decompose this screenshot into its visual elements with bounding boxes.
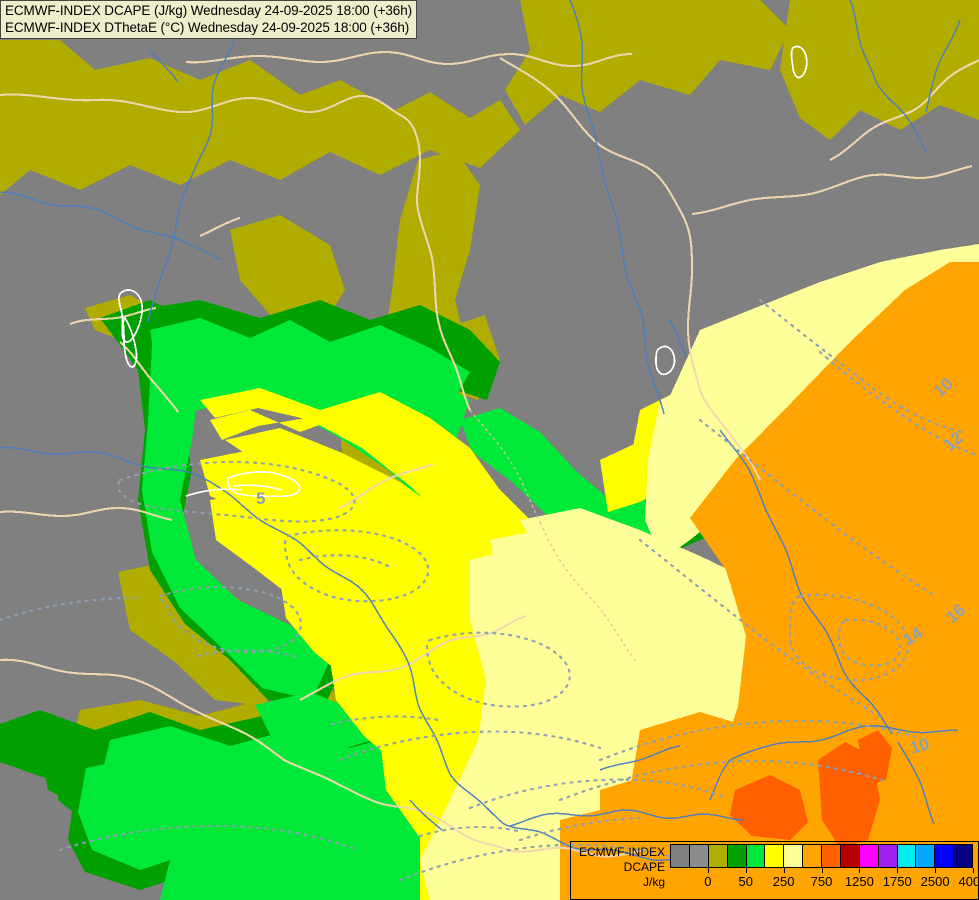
legend-label-50: 50 xyxy=(738,874,753,889)
legend-swatch-5 xyxy=(765,845,785,867)
legend-tick-1750 xyxy=(897,868,899,873)
legend-swatch-3 xyxy=(727,845,747,867)
legend-swatch-1 xyxy=(689,845,709,867)
legend-label-1250: 1250 xyxy=(844,874,874,889)
legend-label-250: 250 xyxy=(772,874,795,889)
legend-swatch-10 xyxy=(859,845,879,867)
title-line-dcape: ECMWF-INDEX DCAPE (J/kg) Wednesday 24-09… xyxy=(5,3,412,18)
legend-label-750: 750 xyxy=(810,874,833,889)
legend-tick-750 xyxy=(821,868,823,873)
legend-caption-model: ECMWF-INDEX xyxy=(579,845,665,859)
legend-tick-50 xyxy=(745,868,747,873)
legend-tick-marks xyxy=(670,868,974,874)
legend-swatch-2 xyxy=(708,845,728,867)
legend-swatch-9 xyxy=(840,845,860,867)
legend-tick-250 xyxy=(783,868,785,873)
legend-caption: ECMWF-INDEX DCAPE J/kg xyxy=(571,842,670,890)
legend-tick-1250 xyxy=(859,868,861,873)
legend-caption-field: DCAPE xyxy=(623,860,665,874)
legend-label-2500: 2500 xyxy=(920,874,950,889)
legend-swatch-12 xyxy=(897,845,917,867)
legend-scale: 0 50 250 750 1250 1750 2500 4000 xyxy=(670,842,979,892)
forecast-title-box: ECMWF-INDEX DCAPE (J/kg) Wednesday 24-09… xyxy=(0,0,417,39)
legend-swatch-14 xyxy=(935,845,955,867)
legend-tick-0 xyxy=(707,868,709,873)
legend-swatch-15 xyxy=(954,845,972,867)
title-line-dthetae: ECMWF-INDEX DThetaE (°C) Wednesday 24-09… xyxy=(5,20,410,35)
legend-swatch-8 xyxy=(822,845,841,867)
legend-label-1750: 1750 xyxy=(882,874,912,889)
legend-label-0: 0 xyxy=(704,874,712,889)
legend-swatch-6 xyxy=(784,845,804,867)
legend-tick-2500 xyxy=(935,868,937,873)
svg-text:10: 10 xyxy=(908,734,931,757)
legend-label-4000: 4000 xyxy=(958,874,979,889)
legend-swatch-13 xyxy=(916,845,936,867)
legend-tick-4000 xyxy=(973,868,974,873)
dcape-color-legend: ECMWF-INDEX DCAPE J/kg 0 50 250 750 1250 1750… xyxy=(570,841,979,900)
legend-swatch-strip xyxy=(670,844,973,868)
svg-text:5: 5 xyxy=(256,489,265,508)
legend-tick-labels: 0 50 250 750 1250 1750 2500 4000 xyxy=(670,874,979,892)
legend-swatch-7 xyxy=(803,845,822,867)
legend-caption-unit: J/kg xyxy=(642,875,665,889)
legend-swatch-4 xyxy=(746,845,766,867)
legend-swatch-0 xyxy=(671,845,690,867)
legend-swatch-11 xyxy=(878,845,898,867)
